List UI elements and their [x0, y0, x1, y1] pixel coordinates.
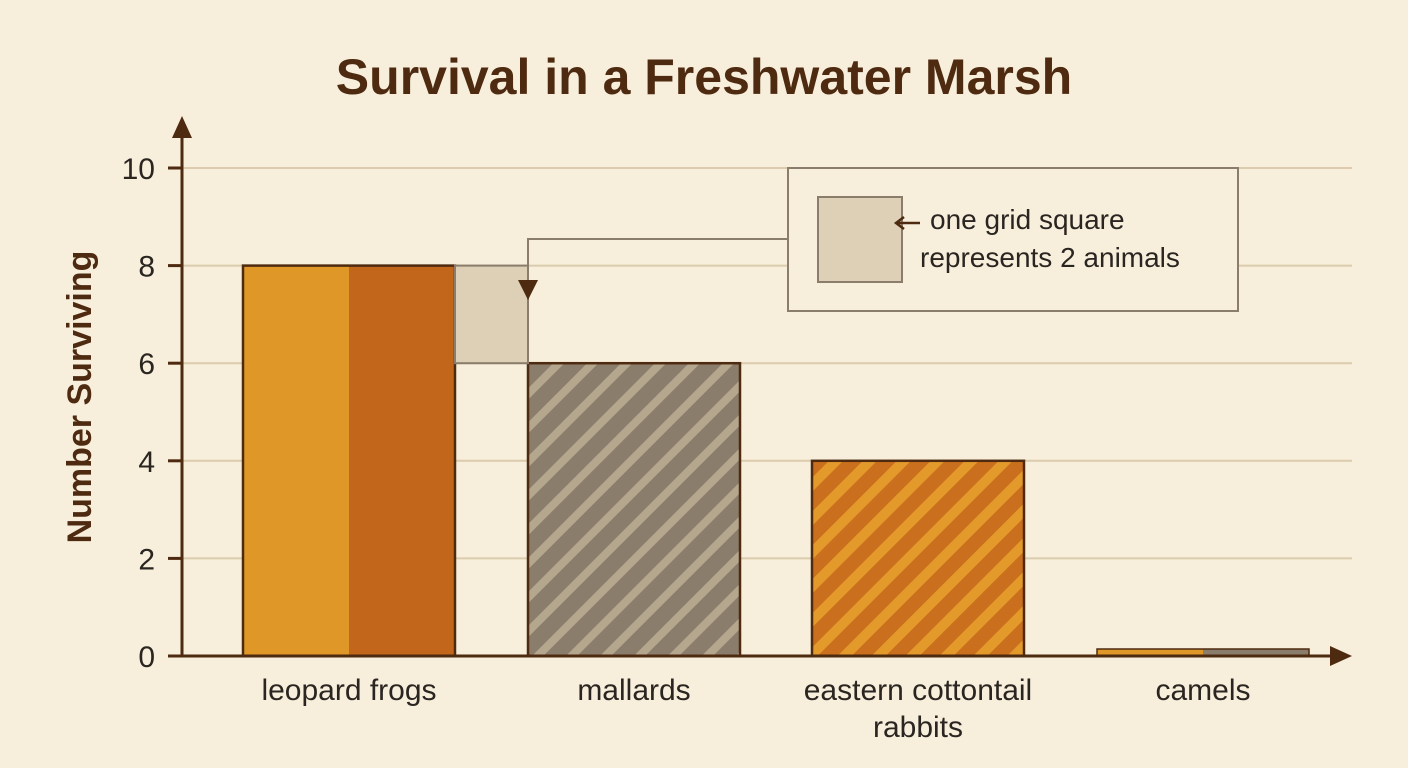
- chart-title: Survival in a Freshwater Marsh: [336, 49, 1072, 105]
- y-tick-label-0: 0: [138, 641, 155, 674]
- category-label-3-line-0: camels: [1155, 674, 1250, 707]
- legend-line-2: represents 2 animals: [920, 242, 1180, 273]
- category-label-0-line-0: leopard frogs: [261, 674, 436, 707]
- y-tick-label-4: 8: [138, 251, 155, 284]
- y-tick-label-3: 6: [138, 348, 155, 381]
- axes: [172, 116, 1352, 666]
- category-labels: leopard frogs mallards eastern cottontail r…: [261, 674, 1250, 744]
- legend-arrow-icon: [893, 216, 920, 230]
- y-axis-label: Number Surviving: [61, 251, 99, 544]
- legend: one grid square represents 2 animals: [787, 167, 1239, 312]
- y-tick-label-2: 4: [138, 446, 155, 479]
- y-axis-arrow-icon: [172, 116, 192, 138]
- bar-0-left-half: [243, 265, 349, 656]
- grid-square-example: [454, 264, 529, 365]
- legend-leader-line: [527, 238, 788, 284]
- category-label-1-line-0: mallards: [577, 674, 690, 707]
- legend-line-1: one grid square: [930, 204, 1125, 235]
- category-label-2-line-0: eastern cottontail: [804, 674, 1032, 707]
- bar-1: [526, 361, 742, 658]
- legend-leader-arrow-icon: [518, 280, 538, 300]
- legend-square: [817, 196, 903, 283]
- bar-2: [810, 459, 1026, 658]
- bar-3-right-half: [1203, 649, 1309, 656]
- y-tick-label-5: 10: [122, 153, 155, 186]
- category-label-2-line-1: rabbits: [873, 711, 963, 744]
- bar-3-left-half: [1097, 649, 1203, 656]
- y-tick-label-1: 2: [138, 543, 155, 576]
- bars: [241, 238, 1310, 658]
- bar-0-right-half: [349, 265, 455, 656]
- y-axis-ticks: 0 2 4 6 8 10: [122, 153, 182, 674]
- x-axis-arrow-icon: [1330, 646, 1352, 666]
- legend-box: [787, 167, 1239, 312]
